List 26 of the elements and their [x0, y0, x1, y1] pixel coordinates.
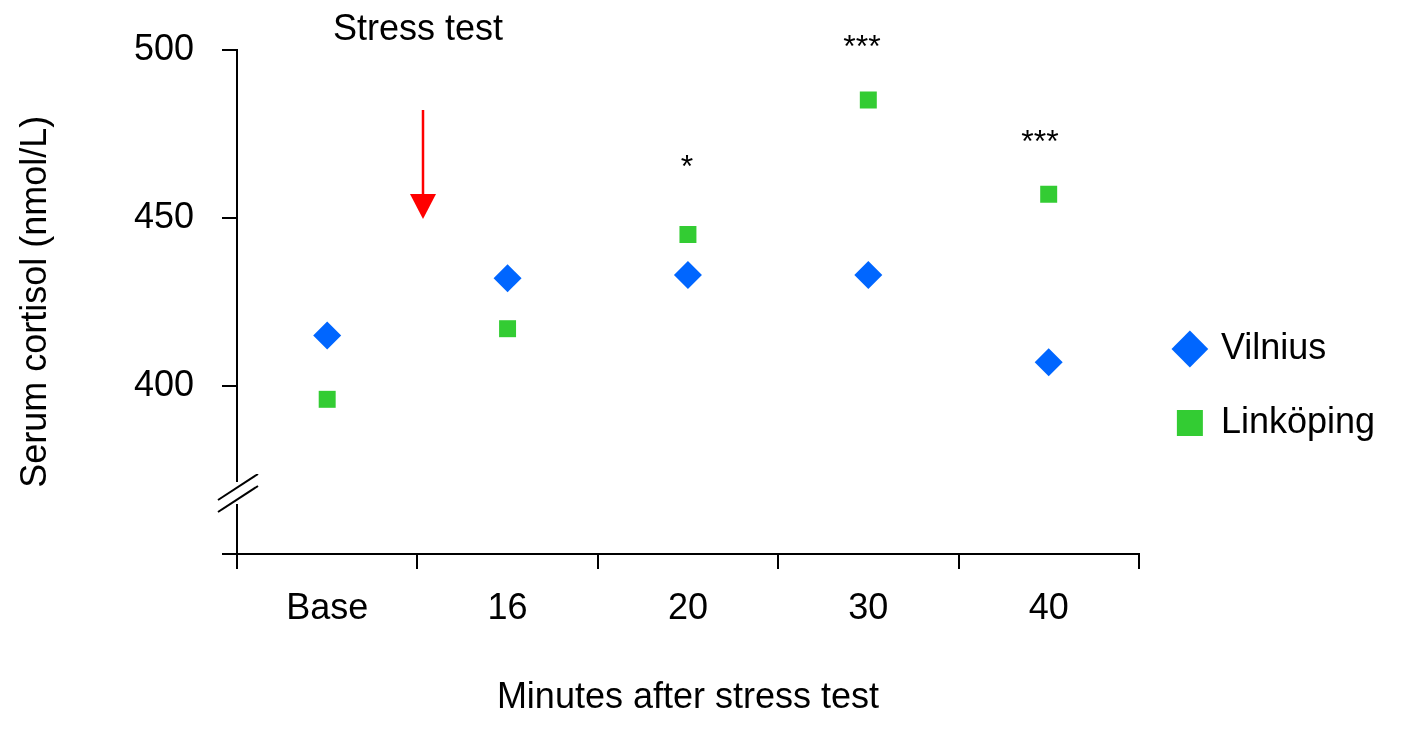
y-axis-title: Serum cortisol (nmol/L): [12, 115, 54, 488]
point: [1034, 348, 1063, 377]
x-tick-label: 20: [667, 585, 708, 627]
y-tick-label: 400: [133, 362, 194, 404]
text: Stress test: [332, 6, 504, 48]
y-tick-label: 500: [133, 26, 194, 68]
x-axis-title: Minutes after stress test: [496, 675, 880, 717]
legend-label: Linköping: [1220, 399, 1375, 441]
annotation: ***: [843, 27, 881, 64]
point: [679, 226, 697, 244]
x-tick-label: Base: [286, 585, 369, 627]
legend-label: Vilnius: [1220, 325, 1327, 367]
x-tick-label: 30: [848, 585, 889, 627]
point: [499, 320, 517, 338]
point: [1040, 185, 1058, 203]
point: [313, 321, 342, 350]
point: [854, 260, 883, 289]
annotation: ***: [1021, 122, 1059, 159]
annotation: *: [680, 147, 694, 184]
y-tick-label: 450: [133, 194, 194, 236]
point: [859, 91, 877, 109]
point: [493, 264, 522, 293]
x-tick-label: 16: [487, 585, 528, 627]
point: [673, 260, 702, 289]
point: [318, 390, 336, 408]
x-tick-label: 40: [1028, 585, 1069, 627]
